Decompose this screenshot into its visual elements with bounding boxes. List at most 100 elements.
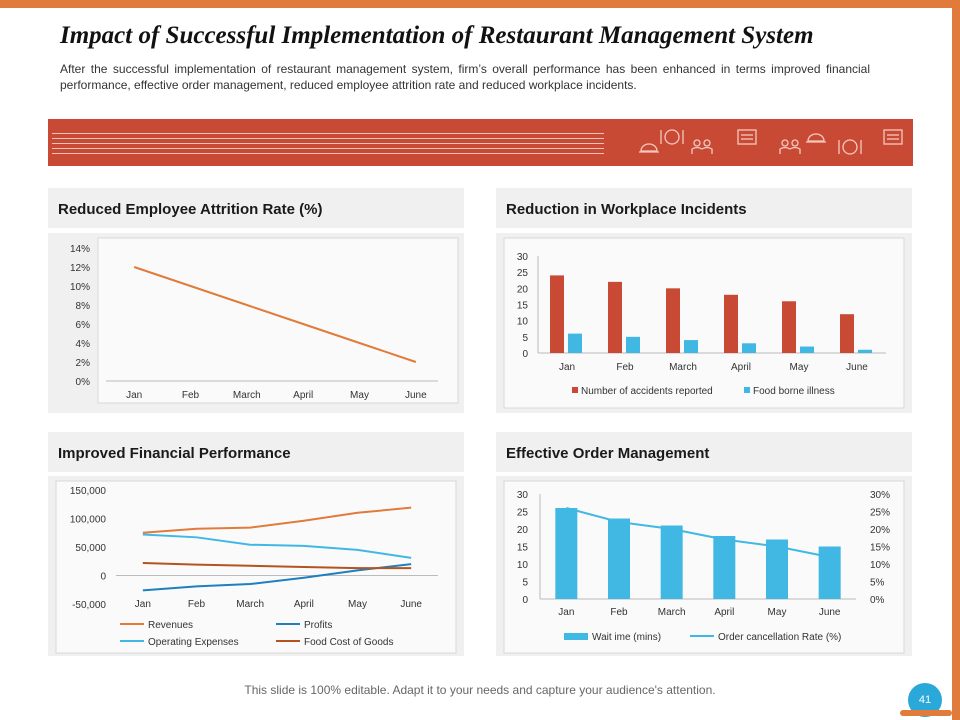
y-tick-label: 5	[522, 333, 528, 344]
legend-label: Wait ime (mins)	[592, 632, 661, 643]
x-tick-label: April	[294, 599, 314, 610]
wait-time-bar	[660, 525, 683, 599]
orders-chart: 0 5 10 15 20 25 30 0% 5% 10% 15% 20% 25% 30% Jan Feb Mar…	[503, 480, 905, 654]
plot-area	[55, 480, 457, 654]
person-head	[693, 139, 701, 147]
x-tick-label: May	[348, 599, 367, 610]
y-tick-label: 0	[522, 349, 528, 360]
accidents-bar	[840, 314, 854, 353]
y-tick-label: 12%	[70, 263, 90, 274]
x-tick-label: Feb	[610, 607, 628, 618]
slide-footer: This slide is 100% editable. Adapt it to…	[244, 683, 716, 697]
y-tick-label: 14%	[70, 244, 90, 255]
menu-board-icon	[883, 129, 903, 145]
y-tick-label: 0	[522, 595, 528, 606]
x-tick-label: March	[658, 607, 686, 618]
plate-cutlery-icon	[838, 139, 862, 155]
accidents-bar	[666, 288, 680, 353]
y-tick-label: 20	[517, 525, 529, 536]
page-number-base	[900, 710, 952, 716]
wait-time-bar	[608, 518, 630, 599]
wait-time-bar	[766, 539, 788, 599]
legend-swatch	[572, 387, 578, 393]
y-tick-label: 0	[100, 572, 106, 583]
accidents-bar	[724, 294, 738, 353]
right-accent-bar	[952, 0, 960, 720]
food-illness-bar	[858, 349, 872, 353]
waiters-icon	[779, 139, 801, 154]
x-tick-label: May	[768, 607, 787, 618]
x-tick-label: May	[790, 362, 809, 373]
x-tick-label: March	[233, 390, 261, 401]
financial-chart-panel: -50,000 0 50,000 100,000 150,000 Jan Feb March A…	[48, 476, 464, 656]
y-tick-label: 150,000	[70, 486, 107, 497]
x-tick-label: March	[236, 599, 264, 610]
attrition-rate-line	[133, 266, 417, 363]
plate-cutlery-icon	[660, 129, 684, 145]
person-bodies	[691, 146, 713, 154]
decorative-banner	[48, 119, 913, 166]
x-tick-label: Feb	[188, 599, 206, 610]
y-tick-label: 0%	[76, 377, 91, 388]
y2-tick-label: 20%	[870, 525, 890, 536]
y-tick-label: 10%	[70, 282, 90, 293]
menu-board-frame	[883, 129, 903, 145]
wait-time-bar	[713, 536, 736, 599]
food-illness-bar	[684, 340, 698, 353]
plot-area	[503, 237, 905, 409]
incidents-chart-panel: 0 5 10 15 20 25 30 Jan Feb March April May June Numbe…	[496, 233, 912, 413]
legend-label: Food borne illness	[753, 386, 835, 397]
menu-board-frame	[737, 129, 757, 145]
attrition-chart-panel: 0% 2% 4% 6% 8% 10% 12% 14% Jan Feb March April May Ju…	[48, 233, 464, 413]
y-tick-label: 30	[517, 252, 529, 263]
x-tick-label: Feb	[616, 362, 634, 373]
y2-tick-label: 25%	[870, 508, 890, 519]
y2-tick-label: 15%	[870, 543, 890, 554]
person-bodies	[779, 146, 801, 154]
y-tick-label: 20	[517, 284, 529, 295]
y-tick-label: -50,000	[72, 600, 106, 611]
food-cost-line	[142, 561, 412, 570]
x-tick-label: Jan	[558, 607, 574, 618]
person-head	[703, 139, 711, 147]
y-tick-label: 15	[517, 301, 529, 312]
y-tick-label: 50,000	[75, 543, 106, 554]
chefs-icon	[691, 139, 713, 154]
financial-panel-header: Improved Financial Performance	[48, 432, 464, 472]
attrition-panel-header: Reduced Employee Attrition Rate (%)	[48, 188, 464, 228]
legend-label: Profits	[304, 620, 332, 631]
plot-area	[97, 237, 459, 404]
y-tick-label: 100,000	[70, 515, 107, 526]
x-tick-label: April	[714, 607, 734, 618]
x-tick-label: Jan	[135, 599, 151, 610]
y2-tick-label: 0%	[870, 595, 885, 606]
incidents-panel-header: Reduction in Workplace Incidents	[496, 188, 912, 228]
banner-stripe	[52, 143, 604, 144]
accidents-bar	[608, 281, 622, 353]
legend-label: Order cancellation Rate (%)	[718, 632, 841, 643]
food-illness-bar	[742, 343, 756, 353]
y2-tick-label: 10%	[870, 560, 890, 571]
x-tick-label: Jan	[559, 362, 575, 373]
plate-circle	[842, 139, 858, 155]
orders-chart-panel: 0 5 10 15 20 25 30 0% 5% 10% 15% 20% 25% 30% Jan Feb Mar…	[496, 476, 912, 656]
menu-board-icon	[737, 129, 757, 145]
cloche-dome	[807, 133, 825, 142]
legend-label: Operating Expenses	[148, 637, 239, 648]
x-tick-label: June	[846, 362, 868, 373]
x-tick-label: April	[731, 362, 751, 373]
y-tick-label: 2%	[76, 358, 91, 369]
banner-stripe	[52, 153, 604, 154]
x-tick-label: June	[819, 607, 841, 618]
revenues-line	[142, 506, 412, 534]
cloche-dome	[640, 143, 658, 152]
profits-line	[142, 563, 412, 592]
y-tick-label: 4%	[76, 339, 91, 350]
y-tick-label: 25	[517, 508, 529, 519]
y2-tick-label: 30%	[870, 490, 890, 501]
x-tick-label: Feb	[182, 390, 200, 401]
cancellation-rate-line	[566, 507, 830, 558]
incidents-chart: 0 5 10 15 20 25 30 Jan Feb March April May June Numbe…	[503, 237, 905, 409]
legend-label: Number of accidents reported	[581, 386, 713, 397]
accidents-bar	[782, 301, 796, 353]
